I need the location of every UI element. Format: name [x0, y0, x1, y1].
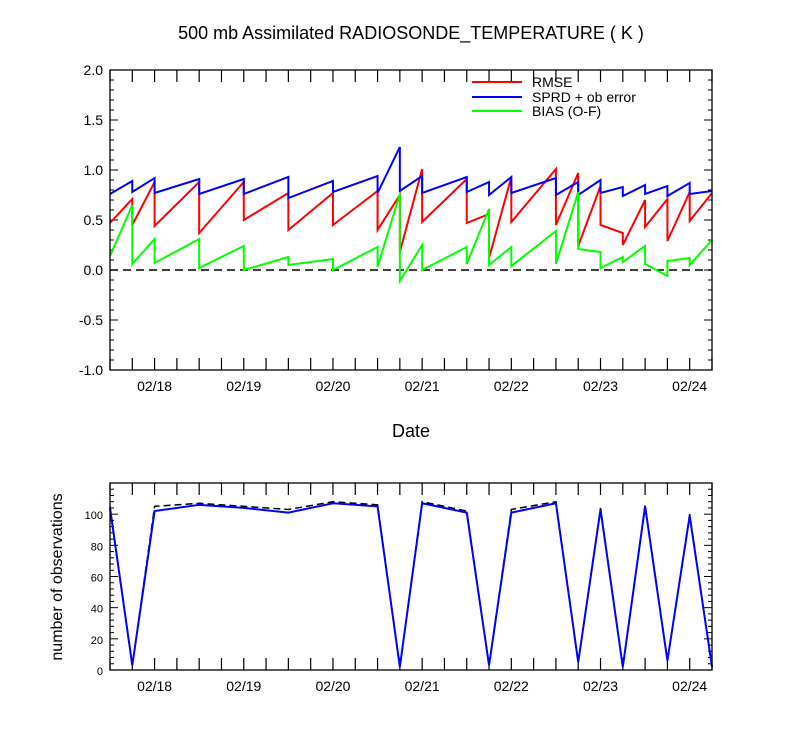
legend-label-rmse: RMSE [532, 74, 572, 90]
top-y-tick-labels: -1.0 -0.5 0.0 0.5 1.0 1.5 2.0 [79, 62, 103, 378]
bottom-plot-frame [109, 482, 713, 671]
top-series-bias-o-f [109, 191, 713, 285]
bottom-x-tick-label: 02/21 [405, 678, 440, 694]
top-axes-ticks [109, 69, 713, 371]
top-plot-frame [109, 69, 713, 371]
top-x-tick-label: 02/22 [494, 378, 529, 394]
bottom-axes-ticks [109, 482, 713, 671]
top-x-tick-labels: 02/18 02/19 02/20 02/21 02/22 02/23 02/24 [137, 378, 707, 394]
bottom-x-tick-labels: 02/18 02/19 02/20 02/21 02/22 02/23 02/24 [137, 678, 707, 694]
bottom-x-tick-label: 02/24 [672, 678, 707, 694]
top-y-tick-label: 0.5 [84, 212, 104, 228]
bottom-y-tick-label: 80 [91, 541, 103, 553]
chart-title: 500 mb Assimilated RADIOSONDE_TEMPERATUR… [178, 23, 644, 44]
x-axis-label: Date [392, 421, 430, 441]
bottom-x-tick-label: 02/18 [137, 678, 172, 694]
top-y-tick-label: 2.0 [84, 62, 104, 78]
bottom-y-tick-label: 60 [91, 573, 103, 585]
top-y-tick-label: 1.5 [84, 112, 104, 128]
top-series-sprd-ob-error [109, 146, 713, 200]
bottom-series-group [109, 500, 713, 668]
bottom-series-total-observations [109, 500, 713, 667]
top-y-tick-label: -0.5 [79, 312, 103, 328]
top-series-rmse [109, 166, 713, 259]
y-axis-label-observations: number of observations [49, 493, 66, 660]
top-y-tick-label: 1.0 [84, 162, 104, 178]
bottom-y-tick-label: 20 [91, 635, 103, 647]
top-x-tick-label: 02/24 [672, 378, 707, 394]
top-x-tick-label: 02/20 [315, 378, 350, 394]
bottom-x-tick-label: 02/19 [226, 678, 261, 694]
bottom-x-tick-label: 02/23 [583, 678, 618, 694]
legend-label-sprd: SPRD + ob error [532, 89, 636, 105]
top-x-tick-label: 02/21 [405, 378, 440, 394]
legend-label-bias: BIAS (O-F) [532, 103, 601, 119]
top-y-tick-label: -1.0 [79, 362, 103, 378]
top-y-tick-label: 0.0 [84, 262, 104, 278]
bottom-x-tick-label: 02/20 [315, 678, 350, 694]
legend: RMSE SPRD + ob error BIAS (O-F) [472, 74, 636, 119]
top-x-tick-label: 02/18 [137, 378, 172, 394]
top-x-tick-label: 02/23 [583, 378, 618, 394]
bottom-x-tick-label: 02/22 [494, 678, 529, 694]
bottom-y-tick-labels: 0 20 40 60 80 100 [85, 510, 103, 678]
bottom-y-tick-label: 100 [85, 510, 103, 522]
bottom-y-tick-label: 0 [97, 666, 103, 678]
bottom-series-assimilated-observations [109, 502, 713, 668]
top-series-group [109, 146, 713, 285]
bottom-y-tick-label: 40 [91, 604, 103, 616]
top-x-tick-label: 02/19 [226, 378, 261, 394]
